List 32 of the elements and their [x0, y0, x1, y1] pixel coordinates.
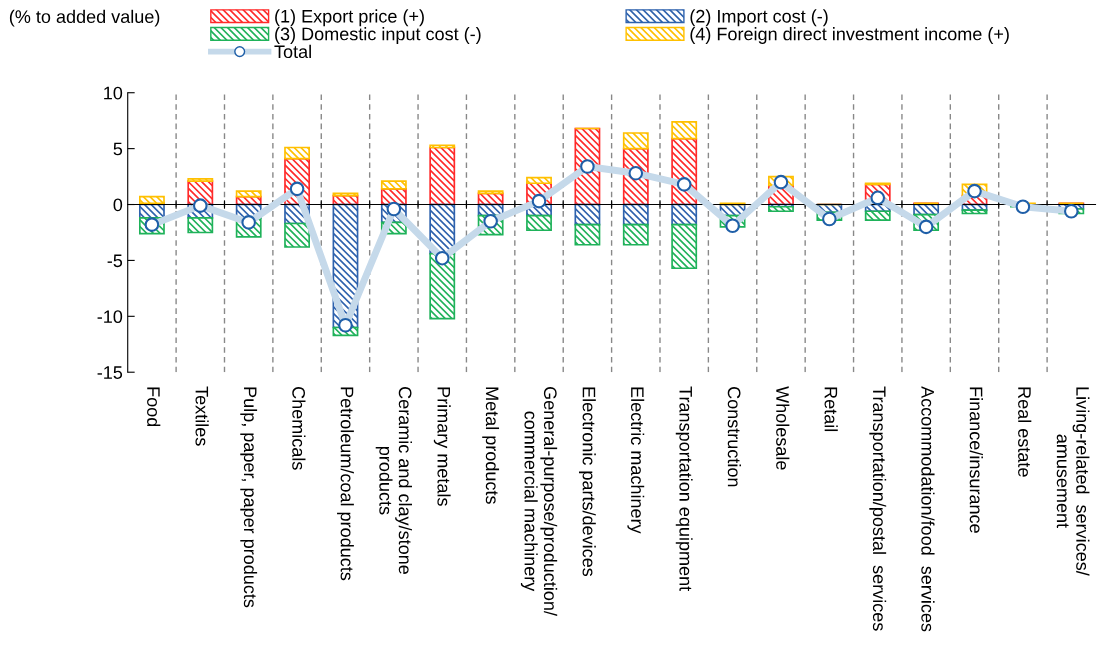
x-tick-label: Retail [824, 387, 838, 432]
x-tick-label: Accommodation/food services [921, 386, 935, 632]
x-tick-label: Living-related services/ amusement [1056, 387, 1090, 576]
x-tick-label: Chemicals [292, 387, 306, 470]
x-tick-label: Electric machinery [627, 387, 645, 534]
x-tick-label: Food [147, 387, 161, 427]
x-tick-label: Finance/insurance [969, 387, 983, 533]
y-tick-label: 5 [113, 142, 123, 156]
y-tick-label: 10 [104, 86, 123, 100]
x-tick-label: General-purpose/production/ commercial machinery [520, 387, 558, 616]
x-tick-label: Transportation equipment [675, 386, 693, 592]
y-tick-label: -5 [107, 254, 123, 268]
y-tick-label: -15 [97, 366, 123, 379]
x-tick-label: Textiles [195, 386, 209, 446]
legend-label: (2) Import cost (-) [690, 9, 828, 27]
y-tick-label: 0 [113, 198, 123, 212]
legend-label: (3) Domestic input cost (-) [275, 27, 481, 44]
y-tick-label: -10 [97, 310, 123, 324]
x-tick-label: Ceramic and clay/stone products [375, 387, 412, 574]
x-tick-label: Construction [727, 387, 741, 487]
x-tick-label: Pulp, paper, paper products [240, 387, 258, 608]
legend-label: (4) Foreign direct investment income (+) [690, 27, 1009, 44]
x-tick-label: Real estate [1018, 387, 1032, 477]
x-tick-label: Primary metals [433, 387, 451, 506]
x-tick-label: Electronic parts/devices [579, 387, 596, 577]
legend-label: Total [274, 44, 311, 59]
legend-label: (1) Export price (+) [275, 9, 424, 27]
y-axis-title: (% to added value) [9, 9, 160, 27]
x-tick-label: Petroleum/coal products [337, 387, 354, 581]
x-tick-label: Metal products [482, 387, 500, 504]
x-tick-label: Wholesale [776, 386, 790, 470]
x-tick-label: Transportation/postal services [869, 386, 887, 631]
